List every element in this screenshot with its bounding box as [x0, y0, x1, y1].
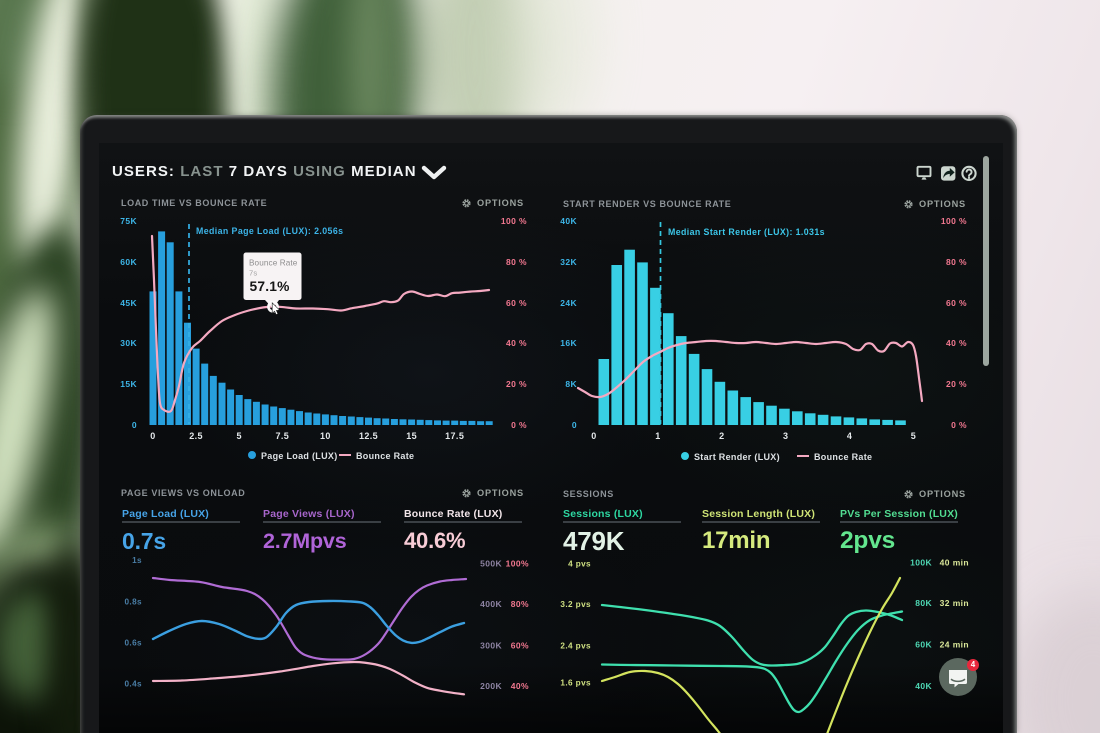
svg-text:30K: 30K: [120, 338, 137, 348]
svg-text:Median Start Render (LUX): 1.0: Median Start Render (LUX): 1.031s: [668, 227, 825, 237]
svg-text:0 %: 0 %: [951, 420, 967, 430]
svg-text:40%: 40%: [511, 681, 529, 691]
svg-text:0: 0: [591, 431, 596, 441]
svg-text:400K: 400K: [480, 599, 502, 609]
svg-text:60 %: 60 %: [946, 298, 967, 308]
svg-text:0 %: 0 %: [511, 420, 527, 430]
svg-text:15K: 15K: [120, 379, 137, 389]
svg-text:80%: 80%: [511, 599, 529, 609]
svg-text:12.5: 12.5: [359, 431, 378, 441]
svg-text:40K: 40K: [915, 681, 932, 691]
svg-text:3: 3: [783, 431, 788, 441]
svg-text:60K: 60K: [120, 257, 137, 267]
svg-text:5: 5: [236, 431, 241, 441]
svg-text:100 %: 100 %: [941, 216, 967, 226]
svg-text:0: 0: [572, 420, 577, 430]
svg-text:80 %: 80 %: [506, 257, 527, 267]
svg-text:0.4s: 0.4s: [124, 680, 142, 689]
svg-text:1s: 1s: [132, 556, 142, 565]
svg-text:100%: 100%: [506, 559, 529, 569]
svg-text:200K: 200K: [480, 681, 502, 691]
svg-text:40 min: 40 min: [940, 558, 969, 568]
svg-text:32K: 32K: [560, 257, 577, 267]
svg-text:100K: 100K: [910, 558, 932, 568]
svg-text:0: 0: [150, 431, 155, 441]
svg-text:4 pvs: 4 pvs: [568, 560, 591, 569]
svg-text:15: 15: [406, 431, 417, 441]
svg-text:80K: 80K: [915, 598, 932, 608]
svg-text:0: 0: [132, 420, 137, 430]
svg-text:20 %: 20 %: [946, 379, 967, 389]
svg-text:60 %: 60 %: [506, 298, 527, 308]
svg-text:Median Page Load (LUX): 2.056s: Median Page Load (LUX): 2.056s: [196, 226, 343, 236]
svg-text:2.5: 2.5: [189, 431, 203, 441]
svg-text:57.1%: 57.1%: [250, 279, 290, 294]
svg-text:500K: 500K: [480, 559, 502, 569]
svg-text:3.2 pvs: 3.2 pvs: [560, 600, 591, 609]
svg-text:60K: 60K: [915, 640, 932, 650]
svg-text:45K: 45K: [120, 298, 137, 308]
svg-text:300K: 300K: [480, 641, 502, 651]
svg-text:Bounce Rate: Bounce Rate: [249, 259, 298, 268]
svg-text:Page Load (LUX): Page Load (LUX): [261, 451, 338, 461]
svg-text:Start Render (LUX): Start Render (LUX): [694, 452, 780, 462]
svg-text:0.8s: 0.8s: [124, 598, 142, 607]
svg-text:10: 10: [320, 431, 331, 441]
svg-text:1: 1: [655, 431, 660, 441]
svg-text:2.4 pvs: 2.4 pvs: [560, 642, 591, 651]
svg-text:40K: 40K: [560, 216, 577, 226]
svg-text:75K: 75K: [120, 216, 137, 226]
svg-text:7.5: 7.5: [275, 431, 289, 441]
svg-text:8K: 8K: [565, 379, 577, 389]
svg-text:4: 4: [847, 431, 852, 441]
svg-text:1.6 pvs: 1.6 pvs: [560, 679, 591, 688]
svg-text:40 %: 40 %: [946, 338, 967, 348]
svg-text:17.5: 17.5: [445, 431, 464, 441]
svg-text:5: 5: [911, 431, 916, 441]
svg-text:2: 2: [719, 431, 724, 441]
svg-text:20 %: 20 %: [506, 379, 527, 389]
svg-text:100 %: 100 %: [501, 216, 527, 226]
svg-text:Bounce Rate: Bounce Rate: [814, 452, 872, 462]
svg-text:Bounce Rate: Bounce Rate: [356, 451, 414, 461]
svg-text:24K: 24K: [560, 298, 577, 308]
svg-text:7s: 7s: [249, 269, 257, 278]
svg-text:32 min: 32 min: [940, 598, 969, 608]
svg-text:16K: 16K: [560, 338, 577, 348]
svg-text:24 min: 24 min: [940, 640, 969, 650]
svg-text:0.6s: 0.6s: [124, 639, 142, 648]
svg-text:80 %: 80 %: [946, 257, 967, 267]
svg-text:40 %: 40 %: [506, 338, 527, 348]
svg-text:60%: 60%: [511, 641, 529, 651]
